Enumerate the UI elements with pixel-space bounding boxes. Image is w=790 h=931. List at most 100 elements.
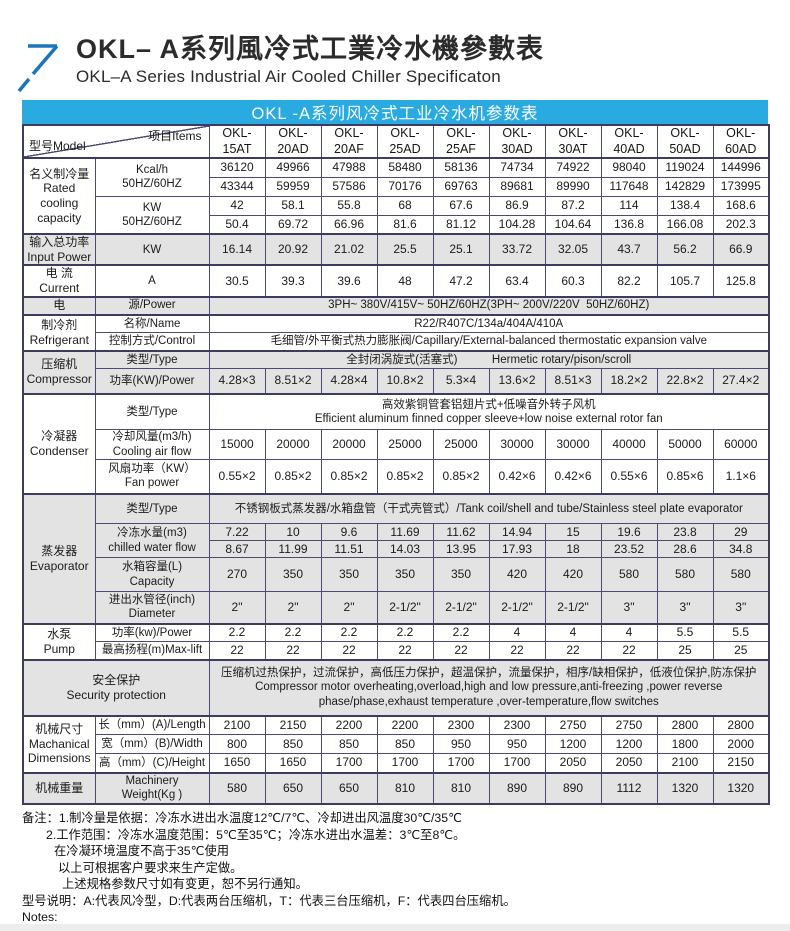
value-cell: 1112: [600, 771, 658, 804]
table-title-bar: OKL -A系列风冷式工业冷水机参数表: [22, 100, 768, 124]
value-cell: 138.4: [656, 195, 714, 216]
value-cell: 57586: [320, 176, 378, 197]
value-cell: 49966: [264, 157, 322, 178]
item-cell: 控制方式/Control: [94, 332, 210, 351]
value-cell: 125.8: [712, 264, 770, 298]
value-cell: 420: [544, 557, 602, 592]
table-row: 输入总功率 Input Power KW 16.14 20.92 21.02 25.5 25…: [22, 232, 770, 266]
value-cell: 66.9: [712, 232, 770, 266]
value-cell: 23.8: [656, 523, 714, 541]
value-cell: 270: [208, 557, 266, 592]
value-cell: 173995: [712, 176, 770, 197]
label-cell: 制冷剂 Refrigerant: [22, 313, 96, 351]
label-cell: 名义制冷量 Rated cooling capacity: [22, 157, 96, 235]
table-row: 安全保护 Security protection 压缩机过热保护，过流保护，高低压…: [22, 658, 770, 716]
value-cell: 19.6: [600, 523, 658, 541]
page-subtitle: OKL–A Series Industrial Air Cooled Chill…: [76, 67, 501, 87]
value-cell: 105.7: [656, 264, 714, 298]
value-cell: 18.2×2: [600, 368, 658, 394]
value-cell: 89990: [544, 176, 602, 197]
value-cell: 55.8: [320, 195, 378, 216]
value-cell: 1700: [488, 753, 546, 773]
label-cell: 电 流 Current: [22, 264, 96, 298]
value-cell: 420: [488, 557, 546, 592]
table-row: 功率(KW)/Power 4.28×3 8.51×2 4.28×4 10.8×2 5.3×…: [23, 368, 770, 394]
value-cell: 60.3: [544, 264, 602, 298]
item-cell: 冷却风量(m3/h) Cooling air flow: [94, 429, 210, 460]
value-cell: 202.3: [712, 214, 770, 235]
value-cell: 2200: [376, 714, 434, 735]
table-row: 水泵 Pump 功率(kw)/Power 2.2 2.2 2.2 2.2 2.2 4 4 4 5.5…: [22, 622, 770, 660]
value-cell: 2-1/2": [488, 591, 546, 624]
value-cell: 22: [544, 641, 602, 660]
value-cell: 5.5: [656, 622, 714, 642]
value-cell: 136.8: [600, 214, 658, 235]
value-cell: 23.52: [600, 540, 658, 558]
table-row: 蒸发器 Evaporator 类型/Type 不锈钢板式蒸发器/水箱盘管（干式壳管式…: [22, 492, 770, 624]
item-cell: KW: [94, 232, 210, 266]
biglabel-cell: 安全保护 Security protection: [22, 658, 210, 716]
value-cell: 69763: [432, 176, 490, 197]
value-cell: 48: [376, 264, 434, 298]
value-cell: 58480: [376, 157, 434, 178]
value-cell: 13.95: [432, 540, 490, 558]
value-cell: 50000: [656, 429, 714, 460]
value-cell: 2-1/2": [544, 591, 602, 624]
wide-cell: 全封闭涡旋式(活塞式) Hermetic rotary/pison/scroll: [208, 349, 770, 369]
value-cell: 1200: [544, 734, 602, 754]
value-cell: 36120: [208, 157, 266, 178]
value-cell: 47988: [320, 157, 378, 178]
value-cell: 81.6: [376, 214, 434, 235]
value-cell: 4: [488, 622, 546, 642]
value-cell: 1200: [600, 734, 658, 754]
label-cell: 机械重量: [22, 771, 96, 804]
value-cell: 7.22: [208, 523, 266, 541]
value-cell: 0.85×2: [376, 459, 434, 494]
value-cell: 2.2: [320, 622, 378, 642]
item-cell: 最高扬程(m)Max-lift: [94, 641, 210, 660]
value-cell: 60000: [712, 429, 770, 460]
label-cell: 电: [22, 295, 96, 315]
table-row: KW 50HZ/60HZ 42 58.1 55.8 68 67.6 86.9 87.2 114 1…: [23, 195, 770, 235]
value-cell: 25000: [432, 429, 490, 460]
column-header: OKL- 25AD: [376, 124, 434, 159]
value-cell: 10: [264, 523, 322, 541]
value-cell: 1650: [264, 753, 322, 773]
value-cell: 2300: [432, 714, 490, 735]
value-cell: 114: [600, 195, 658, 216]
value-cell: 166.08: [656, 214, 714, 235]
value-cell: 82.2: [600, 264, 658, 298]
item-cell: 名称/Name: [94, 313, 210, 333]
value-cell: 25.1: [432, 232, 490, 266]
value-cell: 43.7: [600, 232, 658, 266]
value-cell: 4.28×4: [320, 368, 378, 394]
value-cell: 810: [432, 771, 490, 804]
value-cell: 3": [600, 591, 658, 624]
value-cell: 2": [320, 591, 378, 624]
value-cell: 4: [600, 622, 658, 642]
value-cell: 1650: [208, 753, 266, 773]
arrow-up-right-icon: [17, 44, 59, 93]
column-header: OKL- 15AT: [208, 124, 266, 159]
value-cell: 2050: [544, 753, 602, 773]
value-cell: 59959: [264, 176, 322, 197]
item-cell: 功率(KW)/Power: [94, 368, 210, 394]
note-line: 2.工作范围：冷冻水温度范围：5℃至35℃；冷冻水进出水温差：3℃至8℃。: [46, 827, 466, 842]
value-cell: 119024: [656, 157, 714, 178]
value-cell: 0.85×6: [656, 459, 714, 494]
item-cell: Kcal/h 50HZ/60HZ: [94, 157, 210, 197]
value-cell: 0.42×6: [488, 459, 546, 494]
page-title: OKL– A系列風冷式工業冷水機參數表: [76, 34, 545, 64]
table-row: 最高扬程(m)Max-lift 22 22 22 22 22 22 22 22 25 25: [23, 641, 770, 660]
value-cell: 1700: [320, 753, 378, 773]
value-cell: 104.64: [544, 214, 602, 235]
value-cell: 11.69: [376, 523, 434, 541]
value-cell: 104.28: [488, 214, 546, 235]
table-row: 冷冻水量(m3) chilled water flow 7.22 10 9.6 11.6…: [23, 523, 770, 558]
item-cell: Machinery Weight(Kg ): [94, 771, 210, 804]
column-header: OKL- 30AT: [544, 124, 602, 159]
label-cell: 冷凝器 Condenser: [22, 392, 96, 494]
value-cell: 800: [208, 734, 266, 754]
corner-items-label: 项目Items: [148, 129, 202, 143]
value-cell: 87.2: [544, 195, 602, 216]
